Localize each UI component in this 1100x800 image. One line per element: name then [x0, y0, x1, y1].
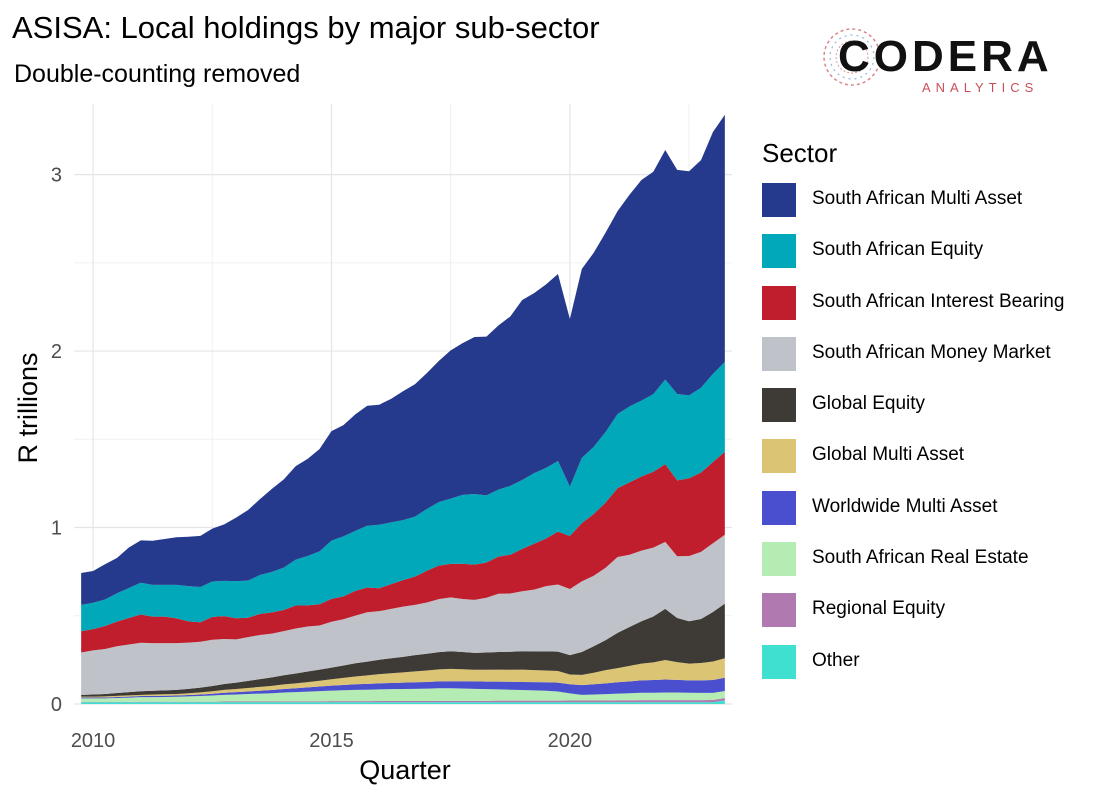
y-tick-label: 0 — [51, 694, 62, 716]
area-south-african-money-market — [81, 534, 725, 695]
x-tick-label: 2010 — [71, 730, 116, 752]
area-other — [81, 700, 725, 704]
y-axis-ticks: 0 1 2 3 — [51, 165, 62, 716]
legend-item: Regional Equity — [762, 593, 1092, 644]
legend-item: South African Real Estate — [762, 542, 1092, 593]
area-south-african-equity — [81, 361, 725, 632]
legend-label: South African Multi Asset — [812, 188, 1023, 209]
legend-swatch — [762, 439, 796, 474]
legend-swatch — [762, 593, 796, 628]
legend-item: South African Multi Asset — [762, 183, 1092, 234]
legend-item: Global Multi Asset — [762, 439, 1092, 490]
y-tick-label: 1 — [51, 518, 62, 540]
y-tick-label: 2 — [51, 341, 62, 363]
legend-swatch — [762, 542, 796, 577]
y-tick-label: 3 — [51, 165, 62, 187]
x-axis-ticks: 2010 2015 2020 — [71, 730, 592, 752]
legend-item: Other — [762, 644, 1092, 696]
legend-title: Sector — [762, 138, 838, 168]
legend-item: South African Equity — [762, 234, 1092, 285]
legend-label: South African Equity — [812, 239, 984, 261]
y-axis-title: R trillions — [13, 352, 43, 463]
area-south-african-interest-bearing — [81, 451, 725, 653]
legend-swatch — [762, 234, 796, 269]
legend-label: Global Multi Asset — [812, 444, 965, 466]
chart-subtitle: Double-counting removed — [14, 60, 301, 88]
legend-item: South African Money Market — [762, 336, 1092, 388]
area-worldwide-multi-asset — [81, 677, 725, 699]
codera-logo: CODERA ANALYTICS — [818, 18, 1049, 98]
legend-swatch — [762, 285, 796, 320]
area-global-equity — [81, 603, 725, 697]
logo-circle-icon — [823, 28, 878, 86]
legend-item: Global Equity — [762, 388, 1092, 439]
legend-swatch — [762, 490, 796, 525]
legend-label: South African Real Estate — [812, 547, 1029, 569]
legend-item: South African Interest Bearing — [762, 285, 1092, 337]
logo-tagline: ANALYTICS — [922, 80, 1039, 95]
legend-item: Worldwide Multi Asset — [762, 490, 1092, 542]
legend: Sector South African Multi Asset South Af… — [762, 138, 1092, 696]
legend-swatch — [762, 644, 796, 679]
x-axis-title: Quarter — [359, 755, 451, 785]
area-south-african-multi-asset — [81, 114, 725, 605]
area-regional-equity — [81, 698, 725, 703]
x-tick-label: 2015 — [309, 730, 354, 752]
legend-swatch — [762, 183, 796, 217]
logo-wordmark: CODERA — [838, 32, 1053, 81]
chart-title: ASISA: Local holdings by major sub-secto… — [12, 10, 600, 45]
area-south-african-real-estate — [81, 688, 725, 702]
legend-swatch — [762, 336, 796, 371]
legend-swatch — [762, 388, 796, 423]
area-global-multi-asset — [81, 658, 725, 698]
x-tick-label: 2020 — [548, 730, 593, 752]
legend-label: South African Money Market — [812, 341, 1051, 363]
legend-items: South African Multi Asset South African E… — [762, 183, 1092, 696]
legend-label: Global Equity — [812, 393, 926, 415]
legend-label: South African Interest Bearing — [812, 290, 1065, 312]
legend-label: Regional Equity — [812, 598, 946, 620]
legend-label: Worldwide Multi Asset — [812, 495, 998, 517]
area-layers — [81, 114, 725, 704]
legend-label: Other — [812, 649, 860, 671]
